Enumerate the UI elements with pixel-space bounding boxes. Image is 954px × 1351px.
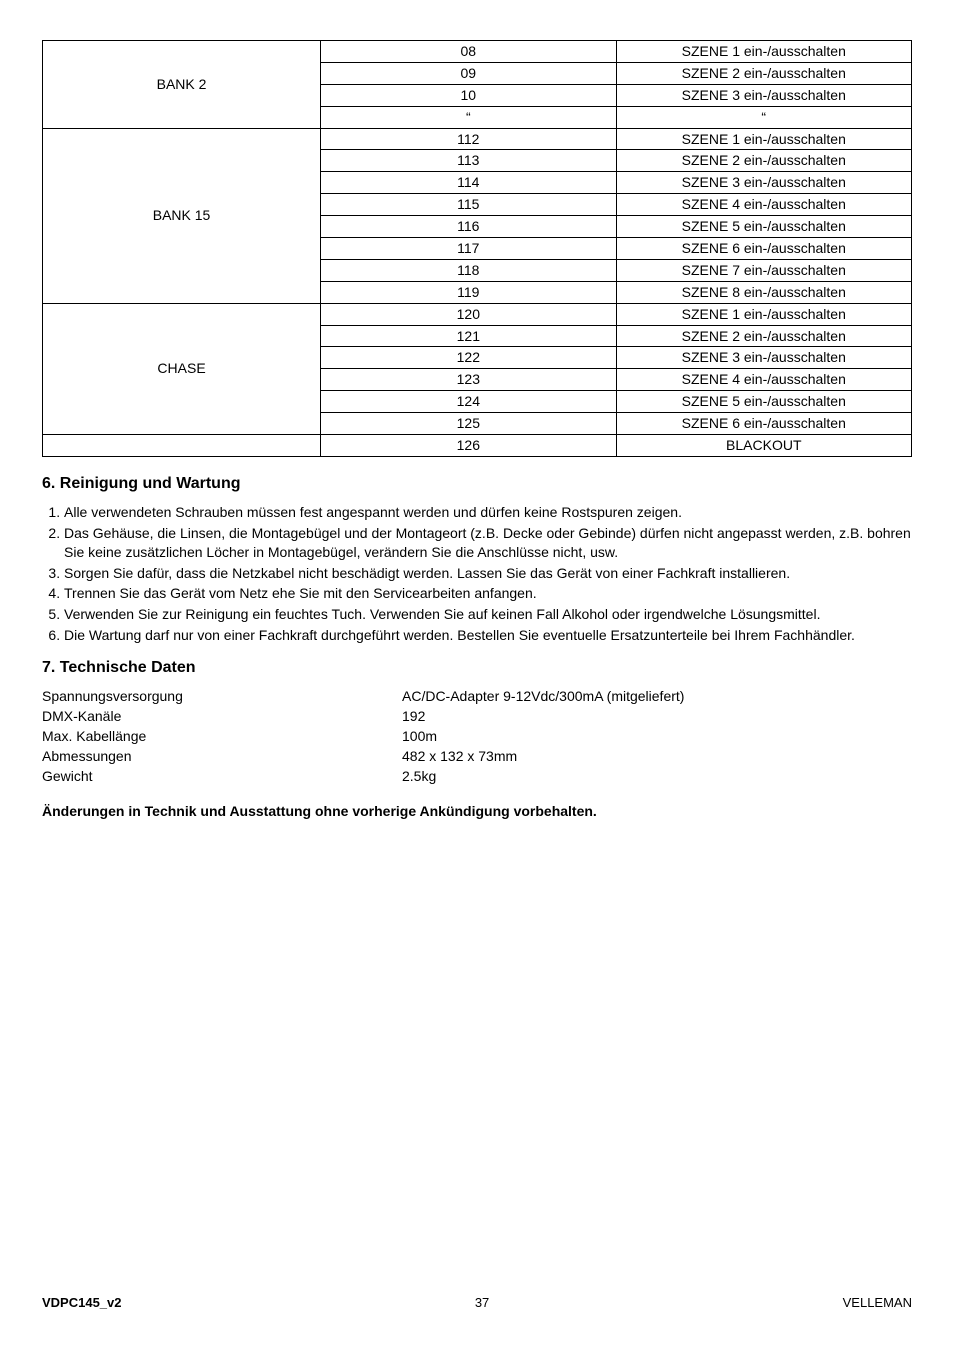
specs-table: SpannungsversorgungAC/DC-Adapter 9-12Vdc… — [42, 687, 684, 786]
list-item: Alle verwendeten Schrauben müssen fest a… — [64, 503, 912, 522]
section-7-title: 7. Technische Daten — [42, 659, 912, 677]
desc-cell: SZENE 8 ein-/ausschalten — [616, 281, 911, 303]
table-row: BANK 208SZENE 1 ein-/ausschalten — [43, 41, 912, 63]
footer-right: VELLEMAN — [843, 1295, 912, 1310]
table-row: 126BLACKOUT — [43, 435, 912, 457]
code-cell: 09 — [321, 62, 616, 84]
code-cell: 115 — [321, 194, 616, 216]
desc-cell: SZENE 2 ein-/ausschalten — [616, 325, 911, 347]
desc-cell: SZENE 4 ein-/ausschalten — [616, 194, 911, 216]
desc-cell: SZENE 5 ein-/ausschalten — [616, 391, 911, 413]
desc-cell: SZENE 5 ein-/ausschalten — [616, 216, 911, 238]
desc-cell: SZENE 7 ein-/ausschalten — [616, 259, 911, 281]
spec-value: 100m — [402, 727, 684, 747]
section-6-title: 6. Reinigung und Wartung — [42, 475, 912, 493]
list-item: Verwenden Sie zur Reinigung ein feuchtes… — [64, 605, 912, 624]
desc-cell: SZENE 1 ein-/ausschalten — [616, 128, 911, 150]
spec-value: 482 x 132 x 73mm — [402, 747, 684, 767]
code-cell: 120 — [321, 303, 616, 325]
table-row: CHASE120SZENE 1 ein-/ausschalten — [43, 303, 912, 325]
change-note: Änderungen in Technik und Ausstattung oh… — [42, 803, 912, 819]
desc-cell: SZENE 3 ein-/ausschalten — [616, 172, 911, 194]
desc-cell: SZENE 3 ein-/ausschalten — [616, 84, 911, 106]
code-cell: 126 — [321, 435, 616, 457]
bank-table: BANK 208SZENE 1 ein-/ausschalten09SZENE … — [42, 40, 912, 457]
group-cell: BANK 15 — [43, 128, 321, 303]
desc-cell: SZENE 4 ein-/ausschalten — [616, 369, 911, 391]
code-cell: 10 — [321, 84, 616, 106]
footer-left: VDPC145_v2 — [42, 1295, 122, 1310]
desc-cell: BLACKOUT — [616, 435, 911, 457]
list-item: Trennen Sie das Gerät vom Netz ehe Sie m… — [64, 584, 912, 603]
spec-row: Gewicht2.5kg — [42, 767, 684, 787]
desc-cell: SZENE 2 ein-/ausschalten — [616, 62, 911, 84]
spec-row: DMX-Kanäle192 — [42, 707, 684, 727]
footer-page-number: 37 — [42, 1295, 912, 1310]
desc-cell: “ — [616, 106, 911, 128]
code-cell: 117 — [321, 238, 616, 260]
spec-label: Spannungsversorgung — [42, 687, 402, 707]
desc-cell: SZENE 1 ein-/ausschalten — [616, 41, 911, 63]
spec-label: Gewicht — [42, 767, 402, 787]
code-cell: 114 — [321, 172, 616, 194]
code-cell: 118 — [321, 259, 616, 281]
section-6-list: Alle verwendeten Schrauben müssen fest a… — [42, 503, 912, 645]
code-cell: 116 — [321, 216, 616, 238]
code-cell: “ — [321, 106, 616, 128]
code-cell: 119 — [321, 281, 616, 303]
code-cell: 113 — [321, 150, 616, 172]
table-row: BANK 15112SZENE 1 ein-/ausschalten — [43, 128, 912, 150]
spec-row: Abmessungen482 x 132 x 73mm — [42, 747, 684, 767]
spec-row: Max. Kabellänge100m — [42, 727, 684, 747]
code-cell: 112 — [321, 128, 616, 150]
spec-row: SpannungsversorgungAC/DC-Adapter 9-12Vdc… — [42, 687, 684, 707]
code-cell: 122 — [321, 347, 616, 369]
spec-label: DMX-Kanäle — [42, 707, 402, 727]
spec-label: Abmessungen — [42, 747, 402, 767]
list-item: Sorgen Sie dafür, dass die Netzkabel nic… — [64, 564, 912, 583]
group-cell: BANK 2 — [43, 41, 321, 129]
group-cell-empty — [43, 435, 321, 457]
spec-value: 2.5kg — [402, 767, 684, 787]
code-cell: 125 — [321, 413, 616, 435]
desc-cell: SZENE 6 ein-/ausschalten — [616, 413, 911, 435]
page-footer: VDPC145_v2 VELLEMAN 37 — [42, 1295, 912, 1310]
list-item: Das Gehäuse, die Linsen, die Montagebüge… — [64, 524, 912, 562]
spec-value: AC/DC-Adapter 9-12Vdc/300mA (mitgeliefer… — [402, 687, 684, 707]
code-cell: 124 — [321, 391, 616, 413]
list-item: Die Wartung darf nur von einer Fachkraft… — [64, 626, 912, 645]
group-cell: CHASE — [43, 303, 321, 434]
code-cell: 121 — [321, 325, 616, 347]
desc-cell: SZENE 3 ein-/ausschalten — [616, 347, 911, 369]
desc-cell: SZENE 1 ein-/ausschalten — [616, 303, 911, 325]
code-cell: 123 — [321, 369, 616, 391]
desc-cell: SZENE 6 ein-/ausschalten — [616, 238, 911, 260]
desc-cell: SZENE 2 ein-/ausschalten — [616, 150, 911, 172]
code-cell: 08 — [321, 41, 616, 63]
spec-label: Max. Kabellänge — [42, 727, 402, 747]
spec-value: 192 — [402, 707, 684, 727]
